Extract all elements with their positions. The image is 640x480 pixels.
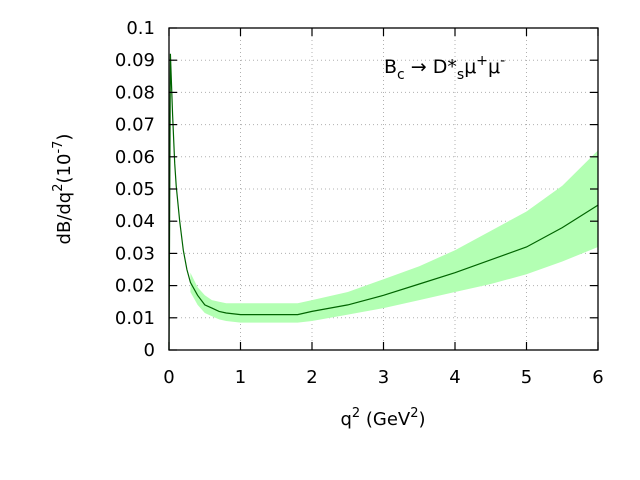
y-axis-label: dB/dq2(10-7)	[51, 134, 75, 245]
x-tick-label: 0	[163, 367, 174, 388]
axis-ticks	[168, 27, 599, 351]
x-tick-labels: 0 1 2 3 4 5 6	[163, 367, 603, 388]
grid	[169, 28, 598, 350]
y-tick-label: 0.02	[115, 276, 155, 297]
decay-annotation: Bc → D*sμ+μ-	[384, 53, 505, 83]
y-tick-label: 0	[144, 340, 155, 361]
x-tick-label: 1	[235, 367, 246, 388]
y-tick-label: 0.06	[115, 147, 155, 168]
y-tick-label: 0.04	[115, 211, 155, 232]
central-value-line	[168, 53, 599, 351]
y-tick-label: 0.05	[115, 179, 155, 200]
y-tick-label: 0.01	[115, 308, 155, 329]
x-axis-label: q2 (GeV2)	[340, 406, 425, 430]
x-tick-label: 5	[521, 367, 532, 388]
y-tick-label: 0.08	[115, 82, 155, 103]
x-tick-label: 6	[592, 367, 603, 388]
y-tick-labels: 0 0.01 0.02 0.03 0.04 0.05 0.06 0.07 0.08 0.09 0.1	[115, 18, 155, 361]
x-tick-label: 4	[449, 367, 460, 388]
y-tick-label: 0.03	[115, 243, 155, 264]
uncertainty-band	[190, 150, 598, 323]
y-tick-label: 0.07	[115, 115, 155, 136]
y-tick-label: 0.1	[126, 18, 155, 39]
uncertainty-band-area	[190, 150, 598, 323]
x-tick-label: 2	[306, 367, 317, 388]
x-tick-label: 3	[378, 367, 389, 388]
y-tick-label: 0.09	[115, 50, 155, 71]
data-series	[168, 53, 599, 351]
